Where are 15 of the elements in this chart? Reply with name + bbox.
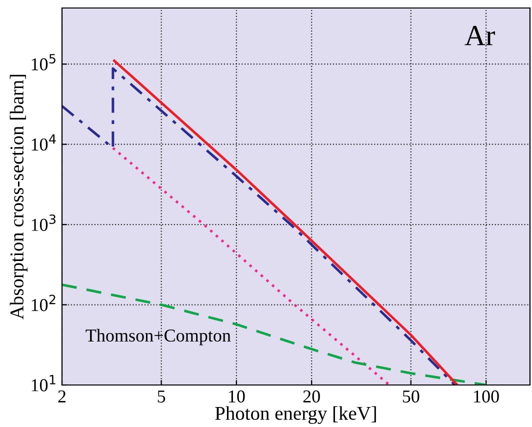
y-tick-label: 10$^{1}$ <box>32 375 56 392</box>
y-tick-label: 10$^{2}$ <box>32 294 56 312</box>
annotation: Ar <box>464 26 495 46</box>
annotation: Thomson+Compton <box>86 328 231 346</box>
x-tick-label: 2 <box>58 390 66 402</box>
y-tick-label: 10$^{4}$ <box>32 134 56 151</box>
x-tick-label: 20 <box>303 390 320 403</box>
y-axis-title: Absorption cross-section [barn] <box>10 74 28 320</box>
y-tick-label: 10$^{5}$ <box>32 54 56 70</box>
y-tick-label: 10$^{3}$ <box>32 214 56 231</box>
x-axis-title: Photon energy [keV] <box>215 406 376 424</box>
x-tick-label: 10 <box>229 390 245 403</box>
x-tick-label: 100 <box>474 390 499 403</box>
x-tick-label: 5 <box>158 390 166 403</box>
x-tick-label: 50 <box>402 390 420 403</box>
